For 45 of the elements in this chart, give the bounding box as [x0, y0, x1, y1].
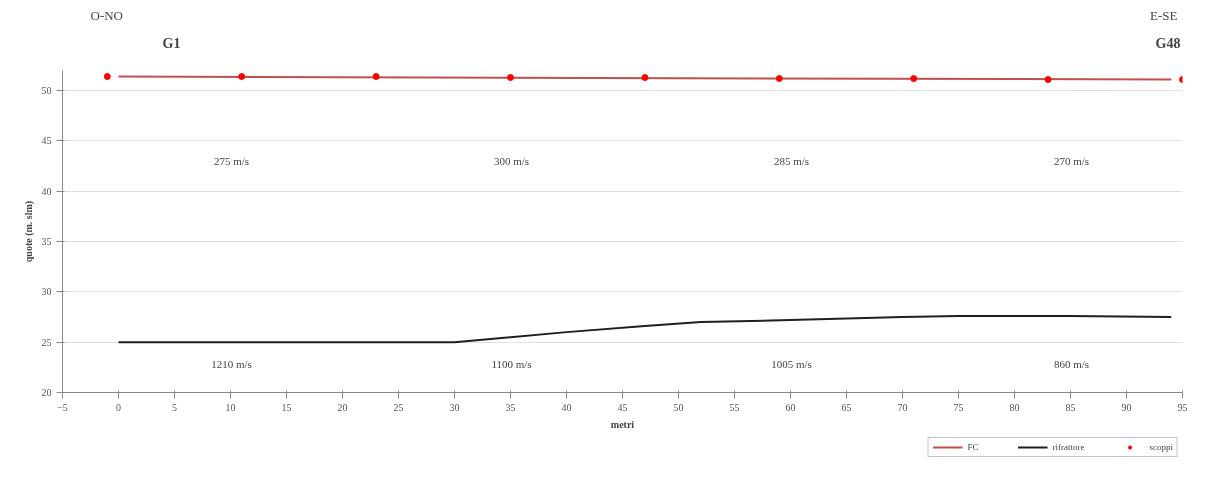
x-tick-label: 0: [116, 401, 121, 413]
legend-label: rifrattore: [1052, 442, 1085, 452]
y-tick-label: 25: [41, 336, 52, 348]
y-tick-label: 20: [41, 387, 52, 398]
x-axis-title: metri: [610, 418, 635, 430]
annotation: 1005 m/s: [771, 357, 812, 370]
x-tick-label: 85: [1065, 401, 1076, 413]
x-tick-label: 25: [393, 401, 404, 413]
x-tick-label: 30: [449, 401, 460, 413]
annotation: 275 m/s: [213, 154, 250, 167]
annotation: 860 m/s: [1053, 357, 1090, 370]
x-tick-label: 95: [1177, 401, 1188, 413]
x-tick-label: 40: [561, 401, 572, 413]
annotation: 300 m/s: [493, 154, 530, 167]
annotation: 285 m/s: [773, 154, 810, 167]
legend-label: scoppi: [1149, 442, 1173, 452]
legend-label: FC: [967, 442, 980, 452]
y-axis-title: quote (m. slm): [22, 200, 35, 263]
x-tick-label: 60: [785, 401, 796, 413]
text: O-NO: [90, 7, 123, 23]
x-tick-label: 55: [729, 401, 740, 413]
y-tick-label: 45: [41, 135, 52, 147]
x-tick-label: 75: [953, 401, 964, 413]
x-tick-label: 35: [505, 401, 516, 413]
y-tick-label: 40: [41, 185, 52, 197]
x-tick-label: 15: [281, 401, 292, 413]
x-tick-label: 20: [337, 401, 348, 413]
x-tick-label: 45: [617, 401, 628, 413]
annotation: 270 m/s: [1053, 154, 1090, 167]
annotation: 1100 m/s: [491, 357, 532, 370]
x-tick-label: 10: [225, 401, 236, 413]
x-tick-label: 90: [1121, 401, 1132, 413]
y-tick-label: 30: [41, 286, 52, 298]
text: G1: [162, 35, 181, 51]
y-tick-label: 35: [41, 236, 52, 248]
x-tick-label: 70: [897, 401, 908, 413]
annotation: 1210 m/s: [211, 357, 252, 370]
x-tick-label: 80: [1009, 401, 1020, 413]
x-tick-label: 50: [673, 401, 684, 413]
text: E-SE: [1150, 7, 1178, 23]
text: G48: [1155, 35, 1181, 51]
x-tick-label: −5: [57, 401, 68, 413]
y-tick-label: 50: [41, 85, 52, 97]
x-tick-label: 5: [172, 401, 177, 413]
x-tick-label: 65: [841, 401, 852, 413]
